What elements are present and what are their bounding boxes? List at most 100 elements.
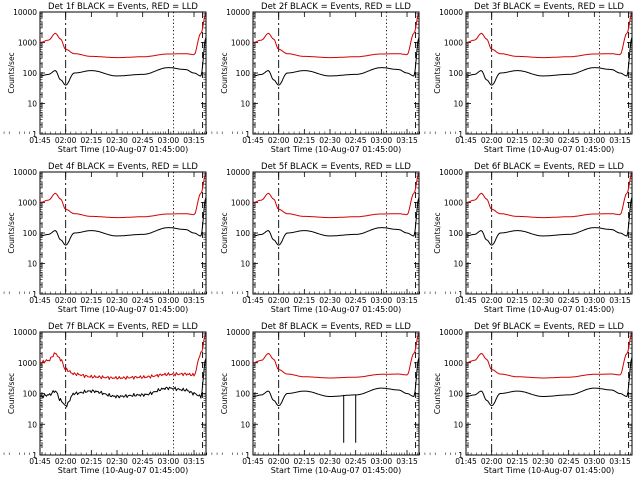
series-events-line [252, 357, 420, 443]
series-events-line [39, 36, 207, 86]
y-tick-label: 10000 [439, 8, 463, 17]
plot-frame [465, 11, 633, 135]
y-tick-label: 1 [32, 130, 37, 139]
panel-title: Det 1f BLACK = Events, RED = LLD [48, 2, 198, 12]
x-tick-label: 02:30 [532, 136, 554, 145]
y-axis-label: Counts/sec [7, 373, 16, 414]
y-tick-label: 10 [240, 260, 250, 269]
y-tick-label: 100 [449, 229, 464, 238]
y-tick-label: 10000 [226, 8, 250, 17]
x-tick-label: 02:15 [507, 296, 529, 305]
plot-frame [252, 331, 420, 456]
x-tick-label: 03:00 [371, 136, 393, 145]
series-lld-line [39, 332, 207, 380]
y-tick-label: 1000 [444, 199, 463, 208]
x-tick-label: 02:30 [319, 136, 341, 145]
series-lld-line [465, 173, 633, 219]
panel-title: Det 3f BLACK = Events, RED = LLD [474, 2, 624, 12]
x-tick-label: 02:45 [558, 457, 580, 466]
x-tick-label: 02:00 [268, 296, 290, 305]
y-tick-label: 1 [32, 290, 37, 299]
x-tick-label: 02:45 [132, 136, 154, 145]
series-lld-line [252, 13, 420, 59]
panel-9: Det 9f BLACK = Events, RED = LLD Start Ti… [368, 322, 633, 475]
series-events-line [252, 196, 420, 246]
x-tick-label: 02:15 [294, 136, 316, 145]
x-axis-label: Start Time (10-Aug-07 01:45:00) [484, 305, 615, 314]
panel-title: Det 9f BLACK = Events, RED = LLD [474, 322, 624, 332]
y-tick-label: 10 [240, 100, 250, 109]
x-tick-label: 03:00 [371, 457, 393, 466]
y-axis-label: Counts/sec [220, 212, 229, 253]
y-axis-label: Counts/sec [433, 373, 442, 414]
y-tick-label: 10000 [439, 328, 463, 337]
y-tick-label: 100 [23, 229, 38, 238]
panel-6: Det 6f BLACK = Events, RED = LLD Start Ti… [368, 162, 633, 314]
plot-frame [252, 11, 420, 135]
x-tick-label: 02:15 [507, 136, 529, 145]
y-axis-label: Counts/sec [220, 373, 229, 414]
x-tick-label: 03:00 [584, 296, 606, 305]
x-tick-label: 02:30 [106, 457, 128, 466]
y-tick-label: 10 [240, 420, 250, 429]
y-axis-label: Counts/sec [433, 212, 442, 253]
x-tick-label: 02:45 [558, 136, 580, 145]
x-tick-label: 03:00 [158, 296, 180, 305]
y-tick-label: 10 [27, 260, 37, 269]
y-tick-label: 1000 [18, 39, 37, 48]
y-tick-label: 10 [453, 260, 463, 269]
y-tick-label: 10000 [226, 168, 250, 177]
x-tick-label: 01:45 [455, 457, 477, 466]
plot-frame [39, 11, 207, 135]
y-tick-label: 1000 [444, 359, 463, 368]
x-tick-label: 02:00 [268, 136, 290, 145]
y-tick-label: 10000 [13, 328, 37, 337]
x-tick-label: 02:00 [268, 457, 290, 466]
x-tick-label: 02:00 [481, 457, 503, 466]
panel-title: Det 5f BLACK = Events, RED = LLD [261, 162, 411, 172]
y-tick-label: 10000 [439, 168, 463, 177]
series-events-line [465, 36, 633, 86]
x-tick-label: 02:30 [106, 136, 128, 145]
y-tick-label: 1 [458, 451, 463, 460]
x-tick-label: 03:15 [183, 136, 205, 145]
y-tick-label: 1000 [444, 39, 463, 48]
panel-title: Det 7f BLACK = Events, RED = LLD [48, 322, 198, 332]
y-tick-label: 1 [245, 290, 250, 299]
x-tick-label: 03:15 [609, 136, 631, 145]
y-axis-label: Counts/sec [220, 52, 229, 93]
panel-title: Det 2f BLACK = Events, RED = LLD [261, 2, 411, 12]
y-tick-label: 1000 [231, 359, 250, 368]
y-tick-label: 10000 [226, 328, 250, 337]
panel-2: Det 2f BLACK = Events, RED = LLD Start Ti… [155, 2, 420, 154]
x-tick-label: 02:15 [294, 457, 316, 466]
x-tick-label: 03:15 [183, 457, 205, 466]
x-tick-label: 01:45 [242, 136, 264, 145]
x-tick-label: 01:45 [29, 136, 51, 145]
panel-title: Det 6f BLACK = Events, RED = LLD [474, 162, 624, 172]
series-events-line [39, 196, 207, 246]
panel-title: Det 4f BLACK = Events, RED = LLD [48, 162, 198, 172]
x-tick-label: 02:45 [345, 136, 367, 145]
series-lld-line [252, 173, 420, 219]
x-tick-label: 03:15 [183, 296, 205, 305]
plot-frame [39, 331, 207, 456]
x-tick-label: 01:45 [29, 296, 51, 305]
x-tick-label: 03:15 [609, 457, 631, 466]
y-tick-label: 100 [23, 69, 38, 78]
y-tick-label: 100 [236, 390, 251, 399]
x-tick-label: 02:00 [55, 136, 77, 145]
x-tick-label: 01:45 [29, 457, 51, 466]
plot-frame [39, 171, 207, 295]
y-tick-label: 1 [245, 451, 250, 460]
y-tick-label: 10 [453, 420, 463, 429]
x-tick-label: 02:30 [319, 457, 341, 466]
x-tick-label: 03:15 [609, 296, 631, 305]
x-tick-label: 03:00 [158, 457, 180, 466]
plot-frame [252, 171, 420, 295]
panel-7: Det 7f BLACK = Events, RED = LLD Start Ti… [3, 322, 207, 475]
panel-3: Det 3f BLACK = Events, RED = LLD Start Ti… [368, 2, 633, 154]
y-tick-label: 10 [453, 100, 463, 109]
series-lld-line [465, 13, 633, 59]
x-axis-label: Start Time (10-Aug-07 01:45:00) [58, 145, 189, 154]
